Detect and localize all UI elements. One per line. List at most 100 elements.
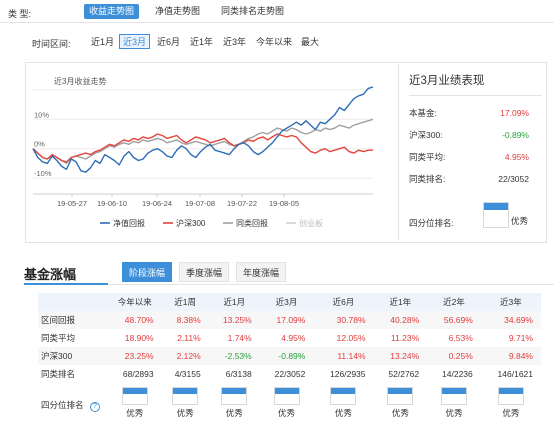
table-cell: 14/2236 xyxy=(442,369,473,379)
quartile-empty xyxy=(484,210,508,227)
column-header: 近1年 xyxy=(373,293,428,311)
x-tick-label: 19-05-27 xyxy=(57,199,87,208)
table-cell: 4/3155 xyxy=(174,369,201,379)
panel-title: 近3月业绩表现 xyxy=(409,75,485,87)
type-label: 类 型: xyxy=(8,9,32,19)
section-title: 基金涨幅 xyxy=(24,267,77,282)
quartile-meter xyxy=(273,387,300,405)
tab-nav-chart[interactable]: 净值走势图 xyxy=(155,6,201,16)
range-max[interactable]: 最大 xyxy=(301,37,320,47)
x-tick-label: 19-07-08 xyxy=(185,199,215,208)
quartile-empty xyxy=(173,394,198,404)
quartile-fill xyxy=(388,388,413,394)
panel-label: 同类排名: xyxy=(409,174,446,184)
legend-label[interactable]: 净值回报 xyxy=(113,218,145,228)
chart-title: 近3月收益走势 xyxy=(54,76,106,86)
quartile-value: 优秀 xyxy=(334,408,352,418)
range-6m[interactable]: 近6月 xyxy=(157,37,181,47)
series-lines xyxy=(32,86,374,173)
header-blank xyxy=(38,293,108,311)
section-title-bar xyxy=(24,283,108,285)
quartile-fill xyxy=(498,388,523,394)
legend-label[interactable]: 同类回报 xyxy=(236,218,268,228)
panel-quartile-meter xyxy=(483,202,509,228)
tab-year-return[interactable]: 年度涨幅 xyxy=(236,262,287,282)
y-tick-label: -10% xyxy=(34,169,52,178)
quartile-value: 优秀 xyxy=(502,408,520,418)
column-header: 近6月 xyxy=(313,293,374,311)
quartile-fill xyxy=(441,388,466,394)
help-icon[interactable]: ? xyxy=(89,401,100,412)
tab-return-chart[interactable]: 收益走势图 xyxy=(84,4,140,19)
x-tick-label: 19-07-22 xyxy=(227,199,257,208)
panel-row-peer-rank: 同类排名: 22/3052 xyxy=(409,173,529,185)
table-cell: 68/2893 xyxy=(122,369,154,379)
panel-value: 17.09% xyxy=(500,108,529,118)
quartile-meter xyxy=(221,387,248,405)
panel-value: -0.89% xyxy=(502,130,529,140)
quartile-row: 四分位排名 ? 优秀 优秀 优秀 优秀 优秀 优秀 优秀 优秀 xyxy=(38,383,541,427)
y-tick-label: 0% xyxy=(34,140,45,149)
tab-stage-return[interactable]: 阶段涨幅 xyxy=(122,262,173,282)
legend-label[interactable]: 创业板 xyxy=(299,218,323,228)
time-range-label: 时间区间: xyxy=(32,39,71,49)
quartile-cell: 优秀 xyxy=(162,383,209,427)
column-header: 近1周 xyxy=(161,293,209,311)
table-cell: 13.25% xyxy=(208,311,260,329)
table-cell: 146/1621 xyxy=(497,369,533,379)
range-ytd[interactable]: 今年以来 xyxy=(256,37,293,47)
panel-label: 同类平均: xyxy=(409,152,446,162)
panel-label: 沪深300: xyxy=(409,130,443,140)
quartile-value: 优秀 xyxy=(126,408,144,418)
table-row: 沪深300 23.25% 2.12% -2.53% -0.89% 11.14% 13.24%… xyxy=(38,347,541,365)
table-cell: 34.69% xyxy=(480,311,541,329)
quartile-cell: 优秀 xyxy=(209,383,260,427)
table-cell: 2.11% xyxy=(177,333,201,343)
table-cell: 13.24% xyxy=(373,347,428,365)
quartile-cell: 优秀 xyxy=(374,383,428,427)
quartile-meter xyxy=(440,387,467,405)
column-header: 近2年 xyxy=(427,293,481,311)
column-header: 今年以来 xyxy=(108,293,162,311)
panel-title-underline xyxy=(409,95,542,96)
legend-label[interactable]: 沪深300 xyxy=(176,218,206,228)
panel-quartile-value: 优秀 xyxy=(511,216,529,226)
quartile-meter xyxy=(121,387,148,405)
table-cell: 52/2762 xyxy=(388,369,420,379)
quartile-meter xyxy=(497,387,524,405)
row-label: 沪深300 xyxy=(38,347,108,365)
table-cell: 4.95% xyxy=(281,333,306,343)
range-1m[interactable]: 近1月 xyxy=(91,37,115,47)
range-1y[interactable]: 近1年 xyxy=(190,37,214,47)
panel-row-peer-avg: 同类平均: 4.95% xyxy=(409,151,529,163)
quartile-cell: 优秀 xyxy=(260,383,314,427)
range-3m[interactable]: 近3月 xyxy=(119,34,151,49)
column-header: 近3月 xyxy=(259,293,314,311)
quartile-empty xyxy=(222,394,247,404)
row-label: 区间回报 xyxy=(38,311,108,329)
y-tick-label: 10% xyxy=(34,110,49,119)
quartile-empty xyxy=(331,394,356,404)
column-header: 近1月 xyxy=(208,293,260,311)
section-divider xyxy=(108,284,554,285)
series-line-1 xyxy=(32,133,373,163)
x-tick-label: 19-08-05 xyxy=(269,199,299,208)
series-line-2 xyxy=(32,118,374,165)
row-label: 同类平均 xyxy=(41,333,76,343)
table-cell: 17.09% xyxy=(259,311,314,329)
quartile-label: 四分位排名 xyxy=(41,399,84,410)
y-ticks: 10% 0% -10% xyxy=(34,110,52,178)
table-cell: -0.89% xyxy=(259,347,314,365)
quartile-empty xyxy=(388,394,413,404)
chart-grid xyxy=(33,89,373,195)
quartile-row-label: 四分位排名 ? xyxy=(38,383,108,427)
table-cell: 0.25% xyxy=(427,347,481,365)
x-tick-label: 19-06-24 xyxy=(142,199,172,208)
tab-rank-chart[interactable]: 同类排名走势图 xyxy=(221,6,285,16)
range-3y[interactable]: 近3年 xyxy=(223,37,247,47)
quartile-value: 优秀 xyxy=(176,408,194,418)
tab-quarter-return[interactable]: 季度涨幅 xyxy=(179,262,230,282)
x-tick-label: 19-06-10 xyxy=(97,199,127,208)
table-cell: 22/3052 xyxy=(274,369,306,379)
table-cell: 18.90% xyxy=(124,333,154,343)
